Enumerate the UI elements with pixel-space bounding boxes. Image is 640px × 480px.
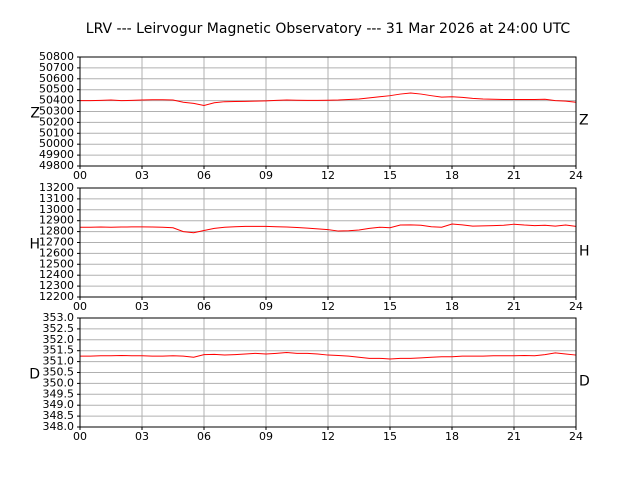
- y-tick-label: 50000: [39, 137, 74, 150]
- y-tick-label: 348.0: [43, 420, 75, 433]
- y-tick-label: 350.5: [43, 366, 75, 379]
- y-axis-label-right: H: [579, 244, 590, 260]
- y-tick-label: 13200: [39, 181, 74, 194]
- plot-frame: [79, 317, 577, 428]
- y-tick-label: 50600: [39, 72, 74, 85]
- x-tick-label: 24: [569, 300, 583, 313]
- y-axis-label-right: Z: [579, 113, 589, 129]
- x-tick-label: 06: [197, 300, 211, 313]
- y-tick-label: 351.0: [43, 355, 75, 368]
- x-tick-label: 15: [383, 169, 397, 182]
- y-tick-label: 350.0: [43, 376, 75, 389]
- data-line: [80, 351, 577, 360]
- x-tick-label: 06: [197, 430, 211, 443]
- y-tick-label: 50700: [39, 61, 74, 74]
- plot-frame: [79, 56, 577, 167]
- y-tick-label: 13000: [39, 203, 74, 216]
- y-tick-label: 351.5: [43, 344, 75, 357]
- x-tick-label: 09: [259, 300, 273, 313]
- x-tick-label: 24: [569, 169, 583, 182]
- x-tick-label: 03: [135, 300, 149, 313]
- y-tick-label: 12700: [39, 236, 74, 249]
- data-line: [80, 92, 577, 107]
- x-tick-label: 06: [197, 169, 211, 182]
- y-tick-label: 12600: [39, 246, 74, 259]
- data-line: [80, 223, 577, 234]
- x-tick-label: 21: [507, 430, 521, 443]
- x-tick-label: 00: [73, 300, 87, 313]
- x-tick-label: 15: [383, 430, 397, 443]
- y-tick-label: 50800: [39, 50, 74, 63]
- x-tick-label: 15: [383, 300, 397, 313]
- x-tick-label: 09: [259, 169, 273, 182]
- x-tick-label: 12: [321, 300, 335, 313]
- y-axis-label: Z: [30, 106, 40, 122]
- y-tick-label: 50100: [39, 126, 74, 139]
- y-tick-label: 13100: [39, 192, 74, 205]
- x-tick-label: 03: [135, 169, 149, 182]
- x-tick-label: 00: [73, 430, 87, 443]
- x-tick-label: 03: [135, 430, 149, 443]
- y-tick-label: 349.0: [43, 398, 75, 411]
- y-tick-label: 12900: [39, 214, 74, 227]
- x-tick-label: 09: [259, 430, 273, 443]
- x-tick-label: 00: [73, 169, 87, 182]
- y-tick-label: 12500: [39, 257, 74, 270]
- chart-title: LRV --- Leirvogur Magnetic Observatory -…: [86, 21, 571, 37]
- plot-frame: [79, 187, 577, 298]
- y-tick-label: 49900: [39, 148, 74, 161]
- y-tick-label: 12300: [39, 279, 74, 292]
- y-tick-label: 50200: [39, 115, 74, 128]
- x-tick-label: 18: [445, 169, 459, 182]
- y-tick-label: 12400: [39, 268, 74, 281]
- y-tick-label: 50400: [39, 94, 74, 107]
- y-tick-label: 349.5: [43, 387, 75, 400]
- y-tick-label: 352.5: [43, 322, 75, 335]
- y-tick-label: 49800: [39, 159, 74, 172]
- y-tick-label: 353.0: [43, 311, 75, 324]
- y-axis-label: H: [29, 237, 40, 253]
- y-tick-label: 50300: [39, 105, 74, 118]
- y-tick-label: 12800: [39, 225, 74, 238]
- x-tick-label: 21: [507, 169, 521, 182]
- x-tick-label: 12: [321, 169, 335, 182]
- y-axis-label: D: [29, 367, 40, 383]
- y-tick-label: 348.5: [43, 409, 75, 422]
- x-tick-label: 18: [445, 300, 459, 313]
- y-tick-label: 352.0: [43, 333, 75, 346]
- y-tick-label: 50500: [39, 83, 74, 96]
- x-tick-label: 12: [321, 430, 335, 443]
- x-tick-label: 18: [445, 430, 459, 443]
- y-tick-label: 12200: [39, 290, 74, 303]
- x-tick-label: 24: [569, 430, 583, 443]
- x-tick-label: 21: [507, 300, 521, 313]
- y-axis-label-right: D: [579, 374, 590, 390]
